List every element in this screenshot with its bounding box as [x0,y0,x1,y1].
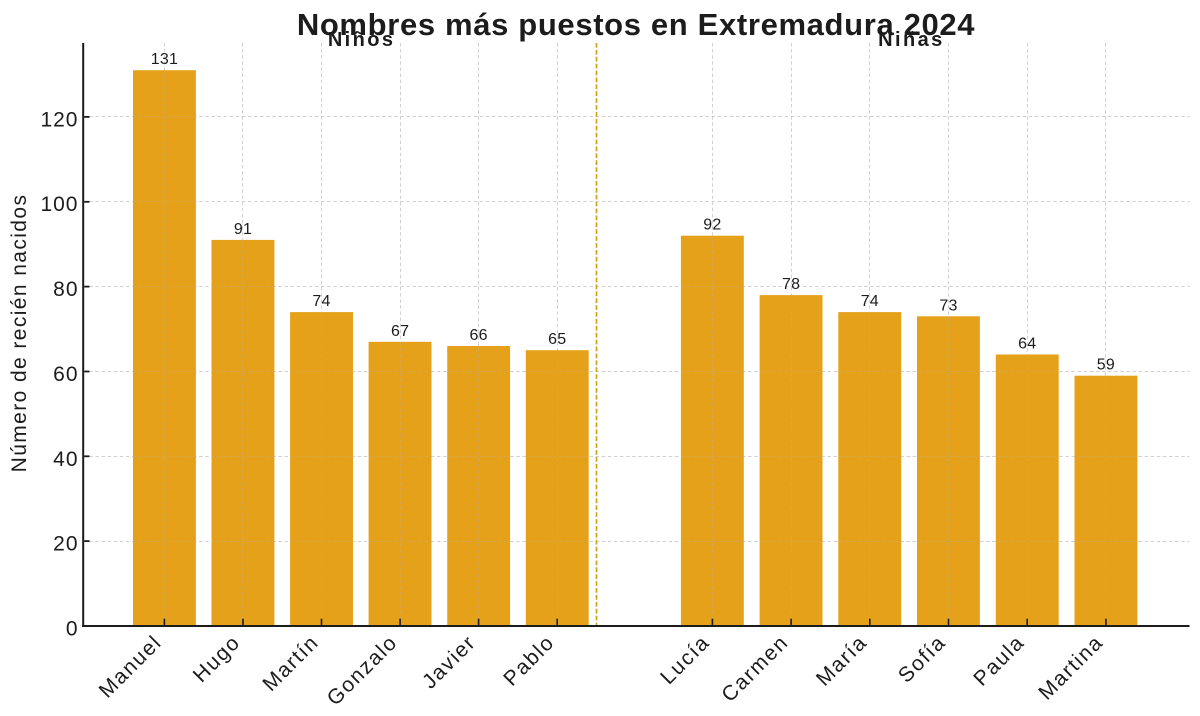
svg-text:74: 74 [861,293,879,310]
svg-text:65: 65 [548,331,566,348]
svg-text:92: 92 [703,217,721,234]
svg-text:59: 59 [1097,357,1115,374]
svg-text:60: 60 [53,363,78,386]
svg-text:0: 0 [66,618,79,641]
svg-text:120: 120 [40,108,78,131]
svg-text:80: 80 [53,278,78,301]
svg-text:Niñas: Niñas [878,29,944,51]
svg-text:100: 100 [40,193,78,216]
svg-text:74: 74 [312,293,330,310]
svg-text:91: 91 [234,221,252,238]
svg-text:66: 66 [469,327,487,344]
svg-text:131: 131 [151,51,178,68]
svg-text:20: 20 [53,533,78,556]
svg-text:67: 67 [391,323,409,340]
svg-text:78: 78 [782,276,800,293]
svg-text:73: 73 [939,297,957,314]
svg-text:Número de recién nacidos: Número de recién nacidos [8,194,31,473]
svg-text:Niños: Niños [328,29,396,51]
svg-text:Nombres más puestos en Extrema: Nombres más puestos en Extremadura 2024 [297,7,975,42]
svg-text:64: 64 [1018,336,1036,353]
svg-text:40: 40 [53,448,78,471]
